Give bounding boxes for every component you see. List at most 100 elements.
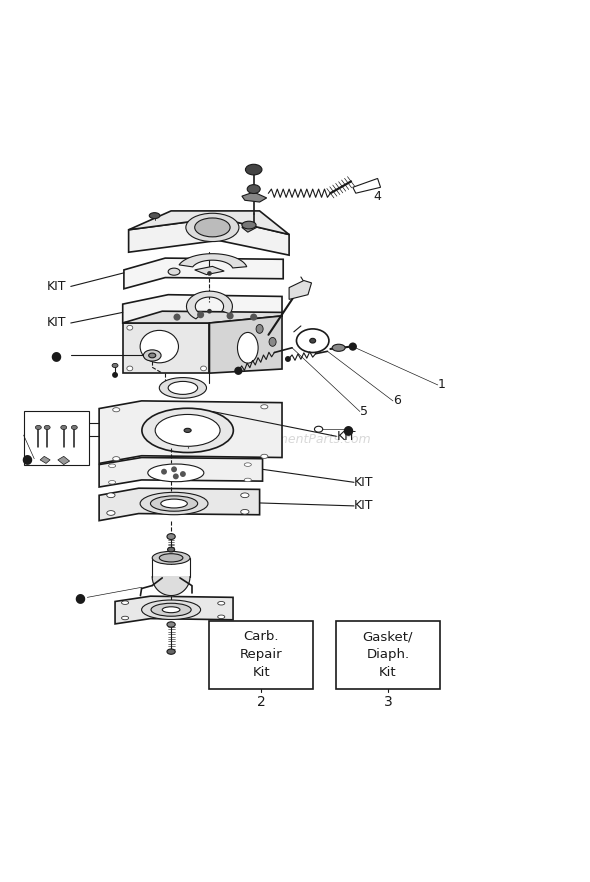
Ellipse shape xyxy=(151,603,191,617)
Text: eReplacementParts.com: eReplacementParts.com xyxy=(219,433,371,446)
Polygon shape xyxy=(123,295,282,323)
Ellipse shape xyxy=(167,534,175,540)
Text: 2: 2 xyxy=(257,695,266,709)
Text: 4: 4 xyxy=(373,190,382,203)
Ellipse shape xyxy=(155,415,220,446)
Text: Gasket/
Diaph.
Kit: Gasket/ Diaph. Kit xyxy=(363,631,413,679)
Ellipse shape xyxy=(127,325,133,330)
Ellipse shape xyxy=(244,478,251,482)
Ellipse shape xyxy=(107,493,115,497)
Polygon shape xyxy=(58,456,70,465)
Ellipse shape xyxy=(159,377,206,399)
Ellipse shape xyxy=(61,425,67,430)
Text: KIT: KIT xyxy=(46,280,66,293)
Polygon shape xyxy=(353,178,381,193)
Ellipse shape xyxy=(113,407,120,412)
Circle shape xyxy=(234,367,242,375)
Ellipse shape xyxy=(148,464,204,482)
Circle shape xyxy=(285,356,291,362)
Circle shape xyxy=(171,467,177,472)
Text: 3: 3 xyxy=(384,695,392,709)
Ellipse shape xyxy=(168,547,175,552)
Ellipse shape xyxy=(109,481,116,484)
Ellipse shape xyxy=(168,381,198,394)
Ellipse shape xyxy=(314,426,323,432)
Text: ●: ● xyxy=(51,349,61,362)
Ellipse shape xyxy=(140,331,179,363)
Polygon shape xyxy=(242,192,267,202)
Circle shape xyxy=(207,309,212,314)
Circle shape xyxy=(227,312,234,319)
Ellipse shape xyxy=(241,493,249,497)
Ellipse shape xyxy=(242,221,256,229)
Ellipse shape xyxy=(109,464,116,467)
Ellipse shape xyxy=(186,213,239,242)
Text: Carb.
Repair
Kit: Carb. Repair Kit xyxy=(240,631,283,679)
Ellipse shape xyxy=(184,429,191,432)
Text: 5: 5 xyxy=(360,405,368,418)
Polygon shape xyxy=(242,222,257,232)
Circle shape xyxy=(349,342,357,351)
Ellipse shape xyxy=(310,339,316,343)
Circle shape xyxy=(180,471,186,477)
Polygon shape xyxy=(99,489,260,520)
Ellipse shape xyxy=(122,601,129,604)
Ellipse shape xyxy=(44,425,50,430)
Text: 6: 6 xyxy=(393,394,401,407)
Ellipse shape xyxy=(142,408,233,452)
Circle shape xyxy=(197,311,204,318)
Ellipse shape xyxy=(159,554,183,562)
Ellipse shape xyxy=(256,325,263,333)
Circle shape xyxy=(173,474,179,479)
Text: ●: ● xyxy=(343,422,353,436)
Ellipse shape xyxy=(201,366,206,370)
Ellipse shape xyxy=(35,425,41,430)
Circle shape xyxy=(207,271,212,276)
Ellipse shape xyxy=(160,499,187,508)
Polygon shape xyxy=(129,211,289,235)
Text: KIT: KIT xyxy=(354,475,373,489)
Circle shape xyxy=(173,314,181,321)
Ellipse shape xyxy=(261,454,268,459)
Text: ●: ● xyxy=(74,591,85,604)
Polygon shape xyxy=(179,254,247,268)
Ellipse shape xyxy=(143,350,161,361)
Ellipse shape xyxy=(218,602,225,605)
Ellipse shape xyxy=(149,213,160,219)
Ellipse shape xyxy=(218,615,225,618)
Ellipse shape xyxy=(269,338,276,347)
Bar xyxy=(209,621,313,689)
Polygon shape xyxy=(195,266,224,274)
Text: KIT: KIT xyxy=(46,317,66,330)
Ellipse shape xyxy=(167,622,175,627)
Ellipse shape xyxy=(140,492,208,515)
Polygon shape xyxy=(99,401,282,463)
Ellipse shape xyxy=(107,511,115,515)
Ellipse shape xyxy=(142,600,201,619)
Ellipse shape xyxy=(168,268,180,275)
Ellipse shape xyxy=(71,425,77,430)
Ellipse shape xyxy=(167,649,175,654)
Polygon shape xyxy=(124,258,283,288)
Bar xyxy=(24,412,88,465)
Text: ●: ● xyxy=(21,452,32,465)
Circle shape xyxy=(161,468,167,475)
Ellipse shape xyxy=(113,457,120,460)
Ellipse shape xyxy=(261,405,268,409)
Polygon shape xyxy=(289,280,312,299)
Ellipse shape xyxy=(195,218,230,237)
Ellipse shape xyxy=(149,353,156,358)
Polygon shape xyxy=(123,311,282,323)
Ellipse shape xyxy=(237,333,258,363)
Ellipse shape xyxy=(241,510,249,514)
Ellipse shape xyxy=(247,184,260,193)
Bar xyxy=(336,621,440,689)
Polygon shape xyxy=(209,316,282,373)
Ellipse shape xyxy=(245,164,262,175)
Polygon shape xyxy=(152,577,190,595)
Polygon shape xyxy=(129,218,289,255)
Polygon shape xyxy=(186,291,232,319)
Polygon shape xyxy=(115,596,233,624)
Text: KIT: KIT xyxy=(354,499,373,512)
Circle shape xyxy=(112,372,118,377)
